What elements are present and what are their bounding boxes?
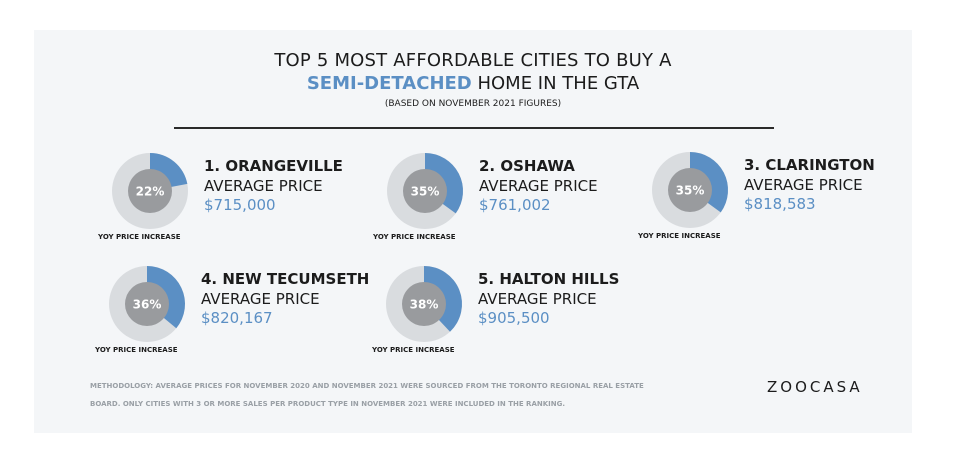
- donut-chart-2: 35%: [387, 153, 464, 229]
- inner-circle-2: [403, 169, 447, 213]
- brand-logo: ZOOCASA: [767, 378, 863, 396]
- title-line-1: TOP 5 MOST AFFORDABLE CITIES TO BUY A: [274, 50, 672, 71]
- city-name-2: 2. OSHAWA: [479, 157, 575, 175]
- price-value-3: $818,583: [744, 195, 816, 213]
- pct-label-5: 38%: [410, 298, 439, 312]
- inner-circle-3: [668, 168, 712, 212]
- city-card-3: 35% 3. CLARINGTON AVERAGE PRICE $818,583…: [638, 144, 904, 244]
- pct-label-2: 35%: [411, 185, 440, 199]
- city-card-5: 38% 5. HALTON HILLS AVERAGE PRICE $905,5…: [372, 258, 638, 358]
- title-rest: HOME IN THE GTA: [471, 73, 640, 94]
- price-label-4: AVERAGE PRICE: [201, 290, 320, 308]
- price-label-3: AVERAGE PRICE: [744, 176, 863, 194]
- methodology-note: METHODOLOGY: AVERAGE PRICES FOR NOVEMBER…: [90, 382, 644, 408]
- infographic-card: TOP 5 MOST AFFORDABLE CITIES TO BUY A SE…: [34, 30, 912, 433]
- city-name-5: 5. HALTON HILLS: [478, 270, 620, 288]
- subtitle: (BASED ON NOVEMBER 2021 FIGURES): [384, 99, 562, 109]
- yoy-label-5: YOY PRICE INCREASE: [372, 346, 455, 354]
- donut-chart-3: 35%: [652, 152, 729, 228]
- donut-chart-1: 22%: [112, 153, 188, 229]
- yoy-label-2: YOY PRICE INCREASE: [373, 233, 456, 241]
- yoy-label-4: YOY PRICE INCREASE: [95, 346, 178, 354]
- inner-circle-1: [128, 169, 172, 213]
- city-name-4: 4. NEW TECUMSETH: [201, 270, 370, 288]
- title-line-2: SEMI-DETACHED HOME IN THE GTA: [34, 73, 912, 94]
- city-name-1: 1. ORANGEVILLE: [204, 157, 343, 175]
- donut-chart-5: 38%: [386, 266, 462, 342]
- yoy-label-1: YOY PRICE INCREASE: [98, 233, 181, 241]
- divider: [174, 127, 774, 129]
- price-value-1: $715,000: [204, 196, 276, 214]
- price-value-2: $761,002: [479, 196, 551, 214]
- city-name-3: 3. CLARINGTON: [744, 156, 875, 174]
- price-label-2: AVERAGE PRICE: [479, 177, 598, 195]
- price-value-4: $820,167: [201, 309, 273, 327]
- pct-label-3: 35%: [676, 184, 705, 198]
- donut-chart-4: 36%: [109, 266, 185, 342]
- city-card-4: 36% 4. NEW TECUMSETH AVERAGE PRICE $820,…: [95, 258, 369, 358]
- city-card-1: 22% 1. ORANGEVILLE AVERAGE PRICE $715,00…: [98, 145, 364, 245]
- inner-circle-4: [125, 282, 169, 326]
- pct-label-1: 22%: [136, 185, 165, 199]
- inner-circle-5: [402, 282, 446, 326]
- price-label-1: AVERAGE PRICE: [204, 177, 323, 195]
- price-label-5: AVERAGE PRICE: [478, 290, 597, 308]
- city-card-2: 35% 2. OSHAWA AVERAGE PRICE $761,002 YOY…: [373, 145, 639, 245]
- title-highlight: SEMI-DETACHED: [306, 73, 472, 94]
- pct-label-4: 36%: [133, 298, 162, 312]
- price-value-5: $905,500: [478, 309, 550, 327]
- yoy-label-3: YOY PRICE INCREASE: [638, 232, 721, 240]
